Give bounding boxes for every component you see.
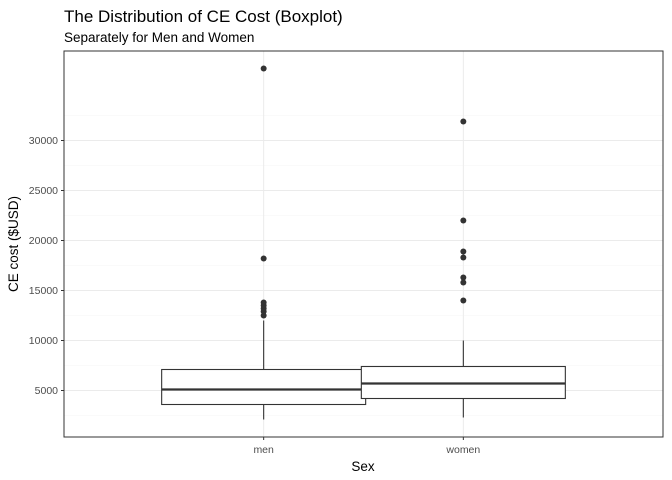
y-axis-title: CE cost ($USD) — [6, 196, 21, 292]
box-women — [360, 118, 566, 418]
box-layer — [161, 65, 566, 420]
x-axis-ticks: men women — [253, 437, 480, 456]
outlier-point — [460, 279, 467, 286]
y-tick-label: 15000 — [29, 285, 58, 297]
y-tick-label: 30000 — [29, 135, 58, 147]
y-tick-label: 25000 — [29, 185, 58, 197]
chart-subtitle: Separately for Men and Women — [64, 30, 254, 45]
y-tick-label: 5000 — [35, 385, 59, 397]
iqr-box — [161, 368, 367, 406]
x-axis-title: Sex — [351, 459, 375, 474]
outlier-point — [460, 297, 467, 304]
y-tick-label: 20000 — [29, 235, 58, 247]
outlier-point — [260, 255, 267, 262]
y-axis-ticks: 5000 10000 15000 20000 25000 30000 — [29, 135, 64, 397]
panel-border — [63, 50, 664, 438]
chart-title: The Distribution of CE Cost (Boxplot) — [64, 7, 343, 26]
outlier-point — [460, 118, 467, 125]
minor-gridlines — [64, 115, 663, 416]
y-tick-label: 10000 — [29, 335, 58, 347]
box-men — [161, 65, 367, 420]
outlier-point — [260, 65, 267, 72]
x-tick-label-women: women — [445, 444, 480, 456]
x-tick-label-men: men — [253, 444, 274, 456]
outlier-point — [260, 299, 267, 306]
outlier-point — [460, 254, 467, 261]
outlier-point — [460, 217, 467, 224]
outlier-point — [460, 274, 467, 281]
outlier-point — [460, 248, 467, 255]
